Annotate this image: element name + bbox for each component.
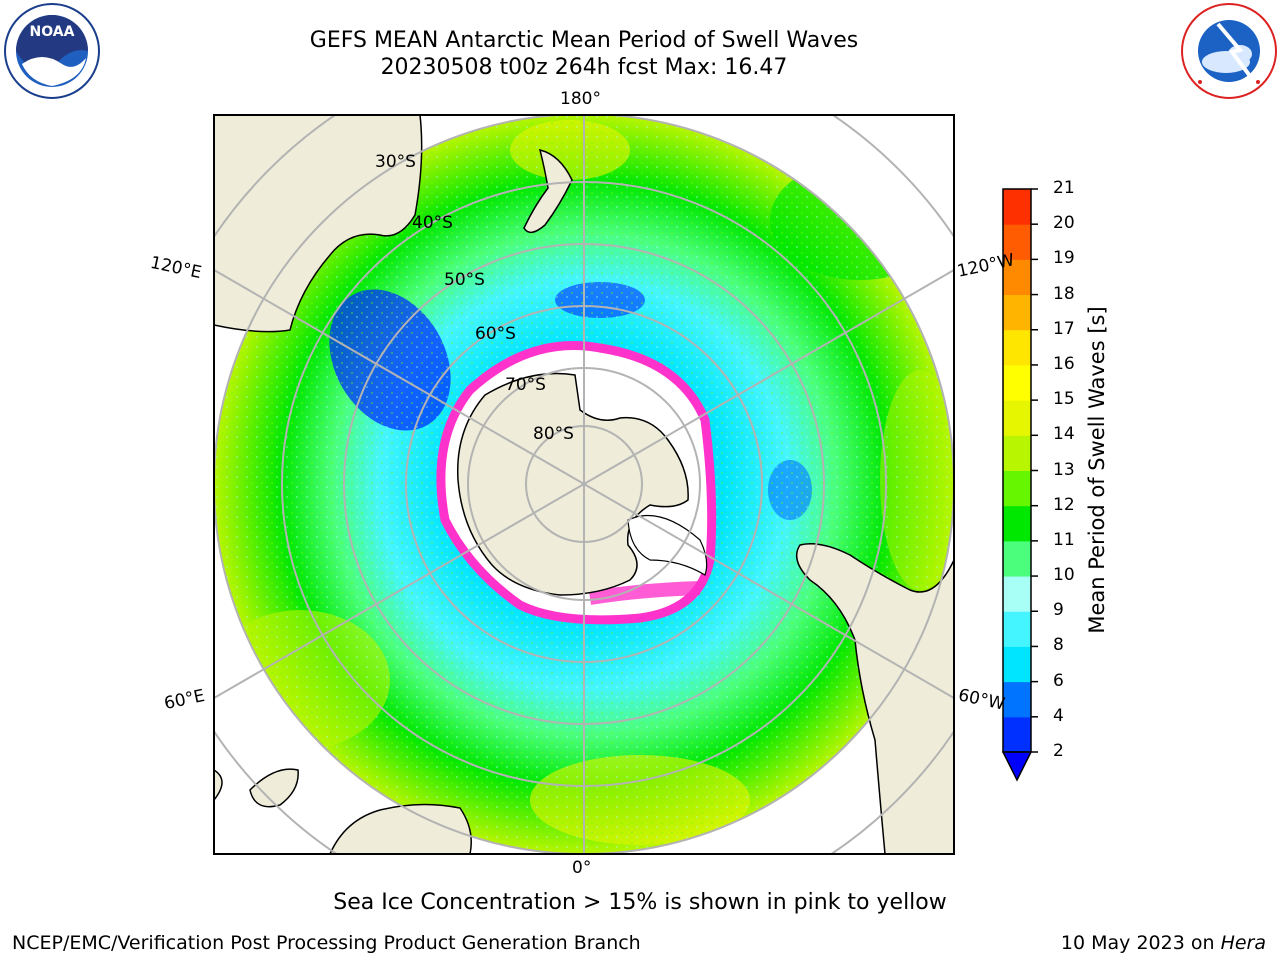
continents xyxy=(214,115,954,854)
lat-label-40s: 40°S xyxy=(412,213,453,233)
nws-logo-icon xyxy=(1181,3,1277,99)
map-frame xyxy=(213,114,955,855)
footer-host: Hera xyxy=(1220,932,1266,954)
colorbar-tick-label: 14 xyxy=(1053,424,1075,445)
colorbar-segment xyxy=(1003,611,1031,647)
colorbar-segment xyxy=(1003,259,1031,296)
noaa-logo-text: NOAA xyxy=(30,24,75,40)
colorbar-tick-label: 10 xyxy=(1053,565,1075,586)
colorbar-tick-label: 13 xyxy=(1053,459,1075,480)
australia-landmass xyxy=(214,115,423,333)
footer-date-text: 10 May 2023 on xyxy=(1060,932,1221,954)
colorbar-segment xyxy=(1003,716,1031,753)
colorbar-tick-label: 6 xyxy=(1053,670,1064,691)
south-america-landmass xyxy=(795,543,954,854)
colorbar-segment xyxy=(1003,294,1031,331)
colorbar-segment xyxy=(1003,435,1031,471)
colorbar-segment xyxy=(1003,540,1031,577)
colorbar-tick-label: 20 xyxy=(1053,213,1075,234)
lat-label-70s: 70°S xyxy=(505,375,546,395)
colorbar-tick-label: 17 xyxy=(1053,318,1075,339)
madagascar-landmass xyxy=(249,768,299,808)
colorbar-extend-low xyxy=(1001,751,1033,782)
lon-label-180: 180° xyxy=(560,89,601,109)
lat-label-80s: 80°S xyxy=(533,424,574,444)
colorbar xyxy=(1001,188,1038,782)
colorbar-tick-label: 15 xyxy=(1053,389,1075,410)
lat-label-50s: 50°S xyxy=(444,270,485,290)
colorbar-tick-label: 19 xyxy=(1053,248,1075,269)
lat-label-30s: 30°S xyxy=(375,152,416,172)
colorbar-tick-label: 2 xyxy=(1053,741,1064,761)
colorbar-segment xyxy=(1003,329,1031,366)
footer-date: 10 May 2023 on Hera xyxy=(1061,932,1266,954)
map-title: GEFS MEAN Antarctic Mean Period of Swell… xyxy=(309,28,859,53)
colorbar-segment xyxy=(1003,646,1031,683)
colorbar-tick-label: 21 xyxy=(1053,178,1075,198)
colorbar-segment xyxy=(1003,364,1031,401)
colorbar-segment xyxy=(1003,505,1031,542)
lat-label-60s: 60°S xyxy=(475,324,516,344)
colorbar-segment xyxy=(1003,681,1031,718)
map-subtitle: 20230508 t00z 264h fcst Max: 16.47 xyxy=(380,55,788,80)
sea-ice-caption: Sea Ice Concentration > 15% is shown in … xyxy=(333,890,947,915)
colorbar-tick-label: 4 xyxy=(1053,705,1064,726)
colorbar-tick-label: 12 xyxy=(1053,494,1075,515)
colorbar-segment xyxy=(1003,189,1031,225)
colorbar-tick-label: 16 xyxy=(1053,353,1075,374)
noaa-logo-icon: NOAA xyxy=(4,3,100,99)
colorbar-label: Mean Period of Swell Waves [s] xyxy=(1085,306,1109,634)
colorbar-segment xyxy=(1003,224,1031,260)
colorbar-tick-label: 9 xyxy=(1053,600,1064,621)
footer-credit: NCEP/EMC/Verification Post Processing Pr… xyxy=(12,932,641,954)
colorbar-tick-label: 8 xyxy=(1053,635,1064,656)
colorbar-segment xyxy=(1003,470,1031,507)
lon-label-0: 0° xyxy=(572,858,592,878)
colorbar-tick-label: 11 xyxy=(1053,529,1075,550)
africa-landmass xyxy=(329,803,472,854)
colorbar-tick-label: 18 xyxy=(1053,283,1075,304)
antarctica-landmass xyxy=(456,372,708,596)
colorbar-segment xyxy=(1003,400,1031,436)
colorbar-segment xyxy=(1003,576,1031,612)
graticule xyxy=(214,115,954,854)
